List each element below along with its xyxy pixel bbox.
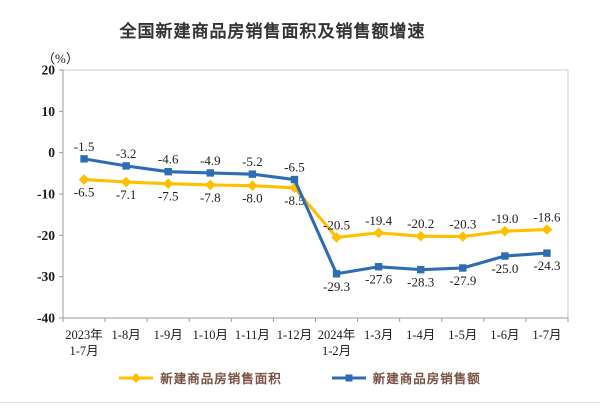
data-label: -29.3 (323, 279, 350, 294)
diamond-marker (415, 230, 427, 242)
diamond-marker (289, 182, 300, 194)
series-line-0 (83, 177, 548, 239)
data-label: -7.1 (116, 187, 137, 202)
data-label: -27.6 (365, 272, 393, 287)
data-label: -7.8 (200, 190, 221, 205)
y-axis-tick-label: 0 (48, 145, 55, 160)
data-label: -18.6 (533, 210, 561, 225)
data-label: -3.2 (116, 146, 137, 161)
x-axis-category-label: 1-8月 (112, 328, 141, 342)
y-axis-unit-label: （%） (42, 51, 79, 66)
x-axis-category-label: 1-2月 (322, 344, 351, 358)
square-marker (501, 252, 509, 260)
data-label: -24.3 (533, 258, 560, 273)
legend-label: 新建商品房销售额 (372, 372, 481, 386)
legend-diamond-line-icon (119, 372, 154, 383)
page-bottom-rule (0, 402, 600, 403)
legend-item-0: 新建商品房销售面积 (119, 368, 282, 387)
chart-legend: 新建商品房销售面积 新建商品房销售额 (0, 368, 600, 387)
legend-square-line-icon (331, 374, 366, 381)
x-axis-category-label: 1-4月 (406, 328, 435, 342)
x-axis-category-label: 2023年 (65, 328, 103, 342)
legend-label: 新建商品房销售面积 (160, 372, 282, 386)
data-label: -5.2 (242, 154, 263, 169)
data-label: -6.5 (74, 185, 95, 200)
data-label: -19.4 (365, 213, 393, 228)
diamond-marker (247, 180, 258, 192)
x-axis-category-label: 1-9月 (154, 328, 183, 342)
plot-area-border (62, 69, 569, 319)
series-line-1 (83, 157, 548, 276)
square-marker (374, 263, 383, 271)
square-marker (122, 162, 130, 170)
legend-item-1: 新建商品房销售额 (331, 368, 481, 387)
diamond-marker (120, 176, 132, 188)
data-label: -4.6 (158, 152, 179, 167)
data-label: -19.0 (491, 211, 518, 226)
data-label: -8.0 (242, 191, 263, 206)
diamond-marker (457, 231, 469, 242)
diamond-marker (331, 232, 342, 243)
diamond-marker (162, 178, 174, 189)
diamond-marker (499, 225, 511, 237)
y-axis-tick-label: -30 (37, 269, 55, 284)
square-marker (290, 175, 299, 184)
data-label: -20.3 (449, 217, 476, 232)
data-label: -25.0 (491, 261, 518, 276)
square-marker (543, 249, 551, 257)
legend-sample-marker (131, 372, 142, 383)
y-axis-tick-label: -40 (37, 311, 55, 326)
x-axis-category-label: 1-6月 (490, 328, 519, 342)
y-axis-tick-label: -10 (37, 187, 55, 202)
diamond-marker (541, 224, 553, 235)
data-label: -6.5 (284, 160, 305, 175)
data-label: -4.9 (200, 153, 221, 168)
square-marker (332, 270, 341, 278)
diamond-marker (204, 179, 216, 191)
y-axis-tick-label: 10 (42, 104, 56, 119)
data-label: -8.5 (284, 193, 305, 208)
square-marker (459, 264, 467, 272)
square-marker (80, 155, 88, 163)
square-marker (206, 169, 214, 177)
square-marker (417, 265, 425, 274)
x-axis-category-label: 1-5月 (448, 328, 477, 342)
data-label: -27.9 (449, 273, 476, 288)
chart-title: 全国新建商品房销售面积及销售额增速 (119, 22, 426, 41)
y-axis-tick-label: 20 (42, 63, 56, 78)
data-label: -20.2 (407, 216, 434, 231)
data-label: -7.5 (158, 189, 179, 204)
diamond-marker (373, 227, 384, 239)
x-axis-category-label: 1-11月 (235, 328, 270, 342)
x-axis-category-label: 1-7月 (69, 344, 98, 358)
legend-sample-marker (345, 374, 353, 381)
x-axis-category-label: 2024年 (318, 328, 356, 342)
square-marker (164, 167, 172, 176)
y-axis-tick-label: -20 (37, 228, 55, 243)
square-marker (248, 170, 257, 178)
data-label: -28.3 (407, 275, 434, 290)
data-label: -20.5 (323, 217, 350, 232)
x-axis-category-label: 1-10月 (193, 328, 228, 342)
x-axis-category-label: 1-7月 (532, 328, 561, 342)
diamond-marker (78, 174, 90, 185)
x-axis-category-label: 1-3月 (364, 328, 393, 342)
x-axis-category-label: 1-12月 (277, 328, 312, 342)
data-label: -1.5 (74, 139, 95, 154)
